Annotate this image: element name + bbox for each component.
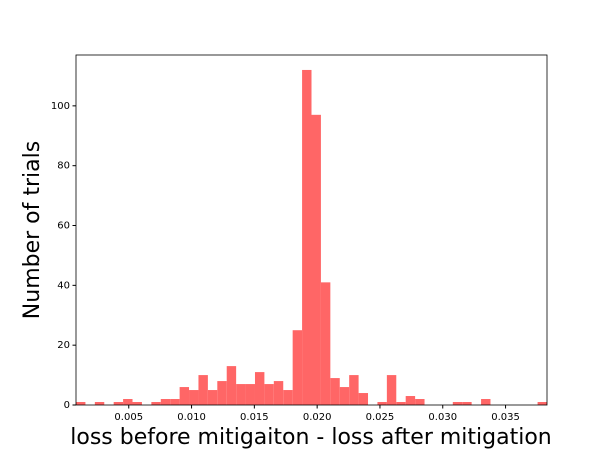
x-axis-label: loss before mitigaiton - loss after miti…	[70, 425, 551, 450]
bar	[76, 402, 86, 405]
bar	[311, 114, 321, 405]
bar	[254, 372, 265, 405]
bar	[198, 375, 208, 405]
bar	[462, 402, 472, 405]
bar	[132, 402, 142, 405]
bar	[94, 402, 105, 405]
bar	[396, 402, 406, 405]
plot-frame	[75, 54, 548, 406]
y-axis-label: Number of trials	[20, 141, 45, 319]
bar	[330, 378, 340, 405]
bar	[302, 69, 312, 405]
bar	[358, 393, 369, 405]
bar	[481, 399, 491, 405]
bar	[386, 375, 397, 405]
x-tick-label: 0.015	[240, 412, 269, 423]
bar	[273, 381, 284, 405]
bar	[283, 390, 293, 405]
bar	[405, 396, 416, 405]
bar	[170, 399, 180, 405]
bar	[320, 282, 331, 405]
x-tick-label: 0.030	[428, 412, 457, 423]
y-tick-label: 60	[57, 221, 70, 232]
bar	[264, 384, 274, 405]
bar	[452, 402, 463, 405]
bar	[113, 402, 124, 405]
bar	[226, 366, 237, 405]
bar	[179, 387, 190, 405]
bar	[189, 390, 199, 405]
x-tick-label: 0.020	[303, 412, 332, 423]
bar	[377, 402, 387, 405]
x-tick-label: 0.025	[366, 412, 395, 423]
bar	[415, 399, 425, 405]
bar	[236, 384, 246, 405]
x-tick-label: 0.010	[177, 412, 206, 423]
y-tick-label: 0	[64, 400, 70, 411]
bar	[339, 387, 350, 405]
bar	[349, 375, 359, 405]
bar	[151, 402, 161, 405]
bar	[537, 402, 547, 405]
y-tick-label: 40	[57, 280, 70, 291]
bar	[217, 381, 227, 405]
bar	[207, 390, 218, 405]
bar	[160, 399, 171, 405]
bar	[123, 399, 133, 405]
y-tick-label: 80	[57, 161, 70, 172]
bar	[292, 330, 303, 405]
x-tick-label: 0.035	[491, 412, 520, 423]
y-tick-label: 100	[51, 101, 70, 112]
bar	[245, 384, 255, 405]
y-tick-label: 20	[57, 340, 70, 351]
x-tick-label: 0.005	[114, 412, 143, 423]
